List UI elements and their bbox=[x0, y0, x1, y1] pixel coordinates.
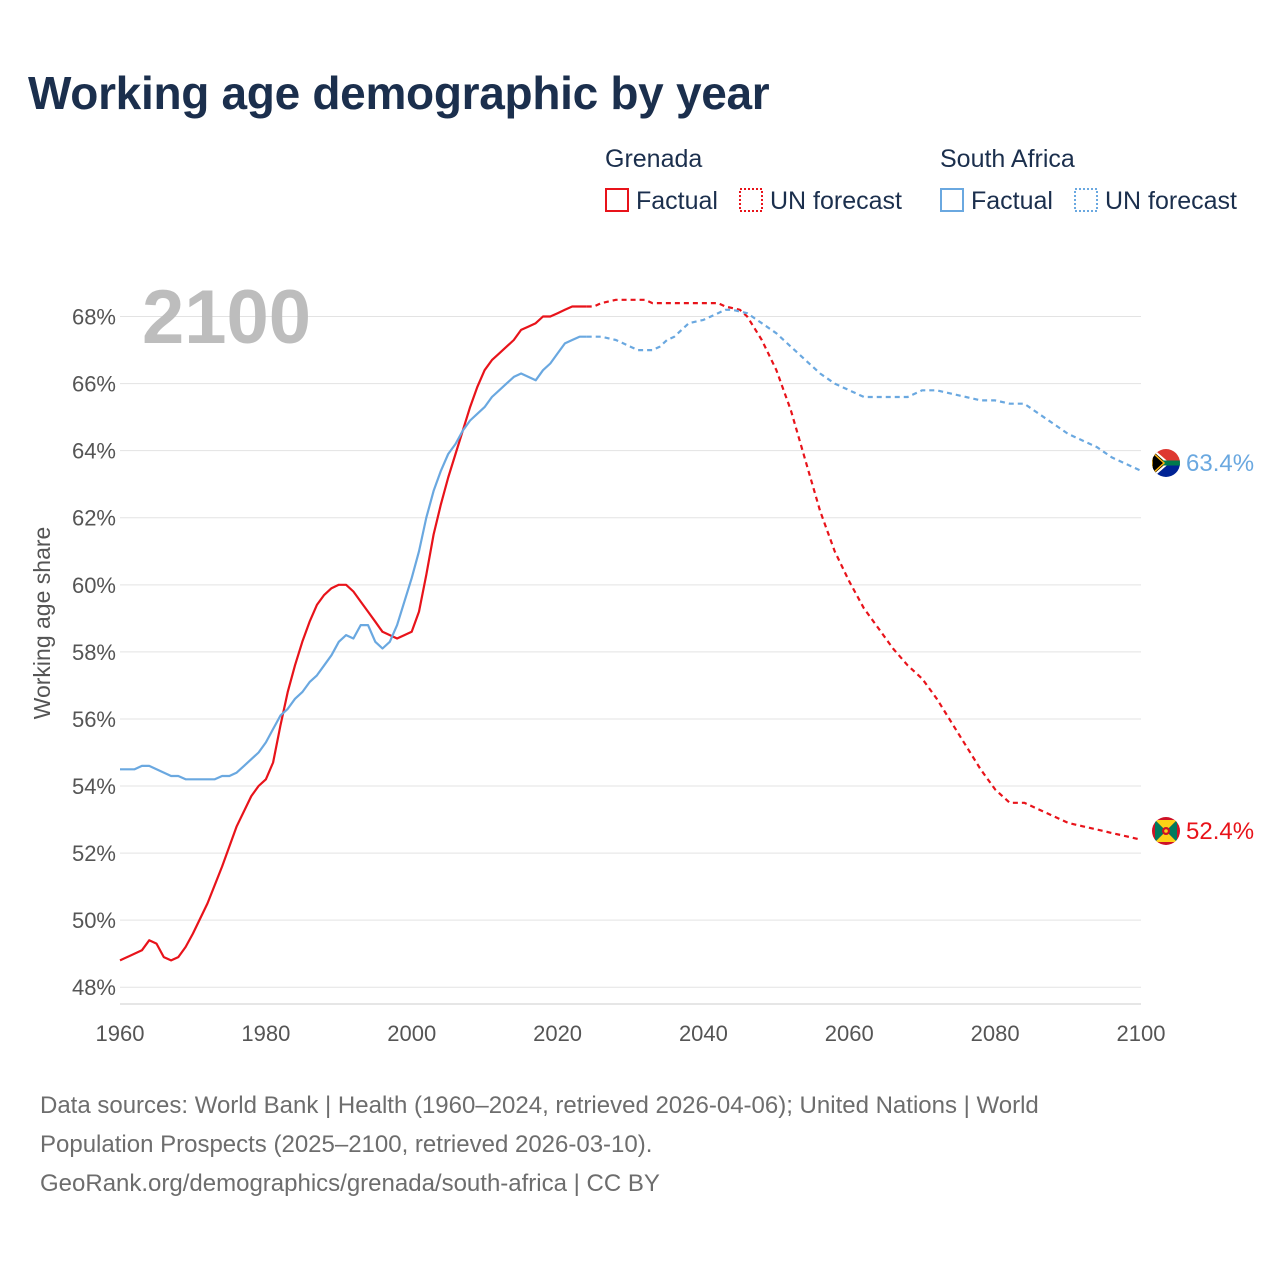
legend-swatch-grenada-forecast bbox=[739, 188, 763, 212]
y-axis-title: Working age share bbox=[29, 527, 55, 720]
y-tick-label: 68% bbox=[72, 305, 116, 330]
series-line-south-africa-factual bbox=[120, 335, 587, 781]
y-tick-label: 58% bbox=[72, 640, 116, 665]
legend-label-south-africa-forecast: UN forecast bbox=[1105, 187, 1237, 215]
x-tick-label: 1960 bbox=[96, 1021, 145, 1046]
y-tick-label: 66% bbox=[72, 372, 116, 397]
x-tick-label: 2040 bbox=[679, 1021, 728, 1046]
end-label-grenada: 52.4% bbox=[1186, 818, 1254, 845]
south-africa-flag-icon bbox=[1152, 449, 1180, 477]
legend-label-south-africa-factual: Factual bbox=[971, 187, 1053, 215]
source-note: Data sources: World Bank | Health (1960–… bbox=[40, 1086, 1160, 1203]
legend-swatch-grenada-factual bbox=[605, 188, 629, 212]
end-label-south-africa: 63.4% bbox=[1186, 450, 1254, 477]
x-tick-label: 2020 bbox=[533, 1021, 582, 1046]
y-tick-label: 56% bbox=[72, 707, 116, 732]
current-year-display: 2100 bbox=[142, 275, 311, 360]
y-tick-label: 50% bbox=[72, 908, 116, 933]
grenada-flag-icon bbox=[1152, 817, 1180, 845]
y-tick-label: 54% bbox=[72, 774, 116, 799]
y-tick-label: 52% bbox=[72, 841, 116, 866]
legend-swatch-south-africa-forecast bbox=[1074, 188, 1098, 212]
source-line-3: GeoRank.org/demographics/grenada/south-a… bbox=[40, 1170, 660, 1197]
source-line-1: Data sources: World Bank | Health (1960–… bbox=[40, 1092, 1039, 1119]
legend-group-title-grenada: Grenada bbox=[605, 145, 702, 173]
x-tick-label: 2000 bbox=[387, 1021, 436, 1046]
series-lines bbox=[119, 298, 1142, 962]
source-line-2: Population Prospects (2025–2100, retriev… bbox=[40, 1131, 653, 1158]
series-line-grenada-forecast bbox=[586, 298, 1142, 841]
x-tick-label: 2060 bbox=[825, 1021, 874, 1046]
y-tick-label: 62% bbox=[72, 506, 116, 531]
y-tick-label: 48% bbox=[72, 975, 116, 1000]
legend-group-title-south-africa: South Africa bbox=[940, 145, 1075, 173]
y-tick-label: 64% bbox=[72, 439, 116, 464]
x-tick-label: 2080 bbox=[971, 1021, 1020, 1046]
x-tick-label: 1980 bbox=[241, 1021, 290, 1046]
x-axis-ticks: 1960 1980 2000 2020 2040 2060 2080 2100 bbox=[96, 1021, 1166, 1046]
y-tick-label: 60% bbox=[72, 573, 116, 598]
chart-title: Working age demographic by year bbox=[28, 67, 770, 119]
legend: Grenada Factual UN forecast South Africa… bbox=[605, 145, 1237, 215]
series-line-south-africa-forecast bbox=[586, 308, 1142, 472]
legend-label-grenada-factual: Factual bbox=[636, 187, 718, 215]
legend-label-grenada-forecast: UN forecast bbox=[770, 187, 902, 215]
y-axis-ticks: 48% 50% 52% 54% 56% 58% 60% 62% 64% 66% 68% bbox=[72, 305, 116, 1001]
gridlines bbox=[120, 316, 1141, 1005]
legend-swatch-south-africa-factual bbox=[940, 188, 964, 212]
x-tick-label: 2100 bbox=[1117, 1021, 1166, 1046]
series-line-grenada-factual bbox=[119, 305, 587, 962]
